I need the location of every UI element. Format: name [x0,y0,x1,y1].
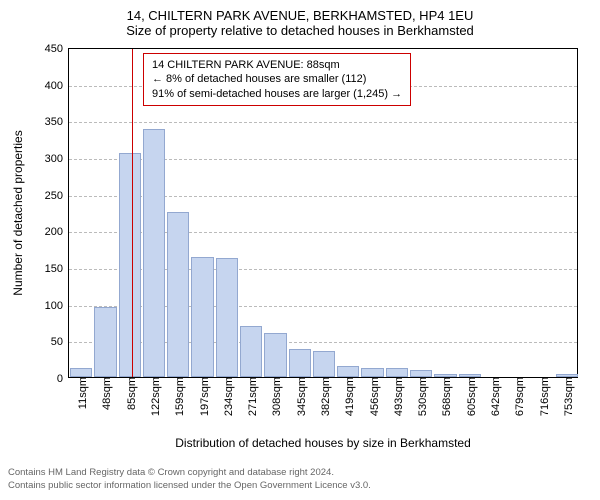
y-tick-label: 450 [45,43,69,55]
x-tick-label: 345sqm [292,377,308,416]
x-tick-label: 308sqm [267,377,283,416]
y-axis-label: Number of detached properties [11,130,25,295]
y-tick-label: 0 [57,373,69,385]
y-tick-label: 250 [45,190,69,202]
histogram-bar [94,307,116,377]
histogram-bar [410,370,432,377]
histogram-bar [240,326,262,377]
x-tick-label: 122sqm [146,377,162,416]
y-tick-label: 150 [45,263,69,275]
x-tick-label: 716sqm [535,377,551,416]
histogram-bar [70,368,92,377]
footer-attribution: Contains HM Land Registry data © Crown c… [8,467,592,492]
annotation-callout: 14 CHILTERN PARK AVENUE: 88sqm ← 8% of d… [143,53,411,106]
footer-line-1: Contains HM Land Registry data © Crown c… [8,467,592,479]
x-tick-label: 679sqm [510,377,526,416]
histogram-bar [119,153,141,377]
histogram-bar [313,351,335,377]
y-tick-label: 300 [45,153,69,165]
annotation-line-3: 91% of semi-detached houses are larger (… [152,87,402,101]
y-tick-label: 100 [45,300,69,312]
y-tick-label: 400 [45,80,69,92]
x-tick-label: 234sqm [219,377,235,416]
histogram-bar [361,368,383,377]
histogram-bar [167,212,189,377]
y-tick-label: 50 [51,336,69,348]
histogram-bar [216,258,238,377]
x-tick-label: 493sqm [389,377,405,416]
plot-area: 050100150200250300350400450 11sqm48sqm85… [68,48,578,378]
reference-line [132,49,133,377]
histogram-bar [386,368,408,377]
x-tick-label: 197sqm [195,377,211,416]
x-tick-label: 568sqm [437,377,453,416]
x-tick-label: 753sqm [559,377,575,416]
annotation-line-2: ← 8% of detached houses are smaller (112… [152,72,402,86]
x-tick-label: 85sqm [122,377,138,410]
x-tick-label: 456sqm [365,377,381,416]
grid-line [69,122,577,123]
x-tick-label: 530sqm [413,377,429,416]
x-tick-label: 642sqm [486,377,502,416]
x-axis-label: Distribution of detached houses by size … [68,436,578,450]
histogram-bar [191,257,213,377]
x-tick-label: 11sqm [73,377,89,409]
x-tick-label: 382sqm [316,377,332,416]
x-tick-label: 48sqm [97,377,113,410]
histogram-bar [143,129,165,377]
x-tick-label: 605sqm [462,377,478,416]
x-tick-label: 419sqm [340,377,356,416]
y-tick-label: 200 [45,226,69,238]
y-tick-label: 350 [45,116,69,128]
histogram-bar [264,333,286,377]
x-tick-label: 159sqm [170,377,186,416]
histogram-bar [289,349,311,377]
chart-container: 14, CHILTERN PARK AVENUE, BERKHAMSTED, H… [8,8,592,492]
histogram-bar [337,366,359,377]
chart-title-address: 14, CHILTERN PARK AVENUE, BERKHAMSTED, H… [8,8,592,23]
chart-title-subtitle: Size of property relative to detached ho… [8,23,592,38]
x-tick-label: 271sqm [243,377,259,416]
annotation-line-1: 14 CHILTERN PARK AVENUE: 88sqm [152,58,402,72]
footer-line-2: Contains public sector information licen… [8,480,592,492]
